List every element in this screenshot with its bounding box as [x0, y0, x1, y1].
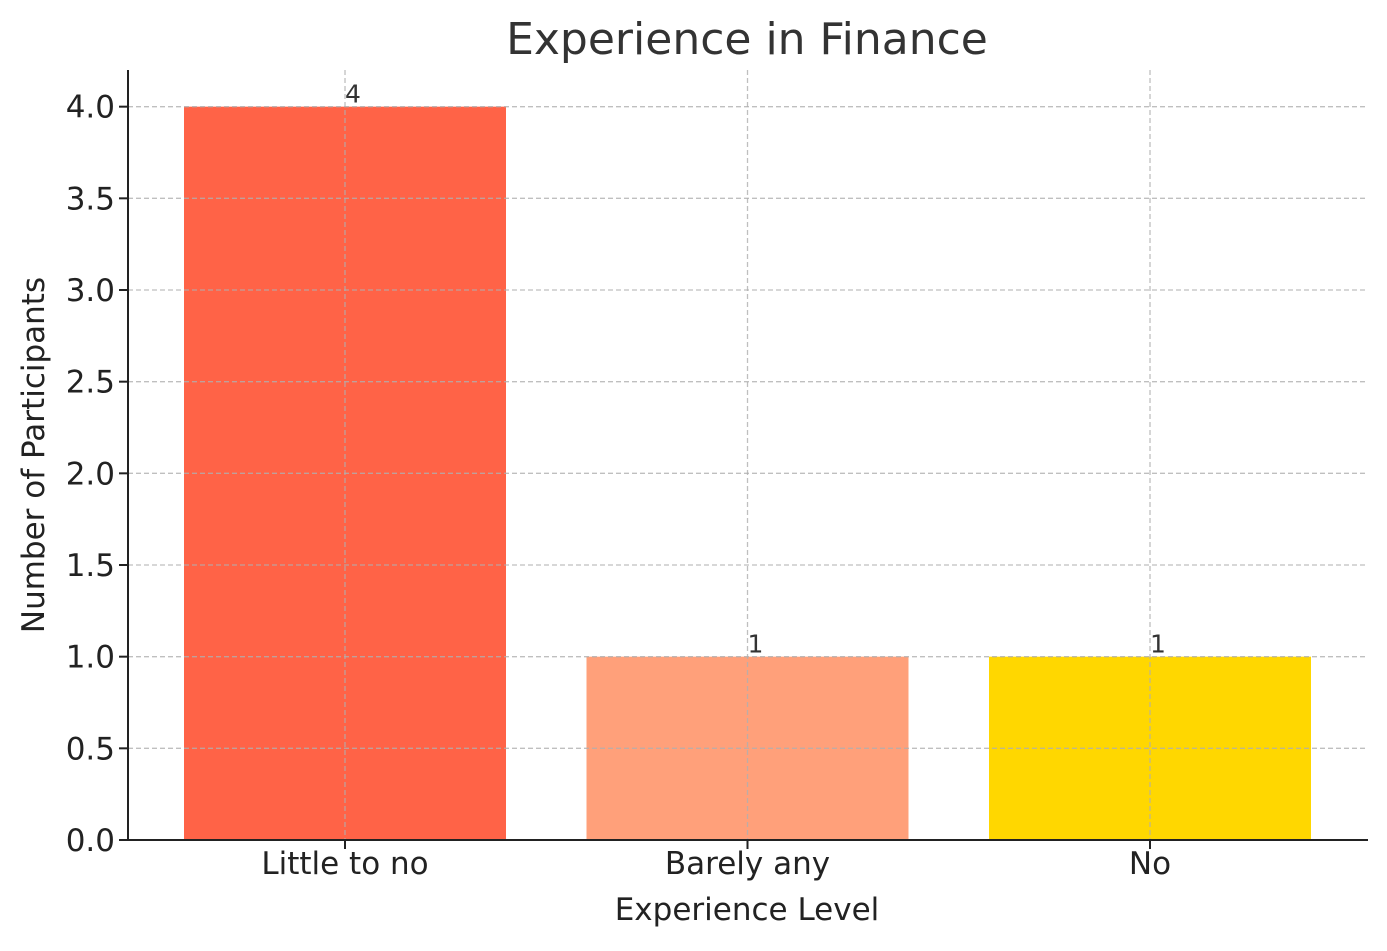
y-tick-label: 2.0 — [66, 456, 115, 492]
y-tick-label: 3.5 — [66, 181, 115, 217]
bar-value-label: 4 — [345, 80, 361, 109]
y-ticks: 0.0 0.5 1.0 1.5 2.0 2.5 3.0 3.5 4.0 — [66, 90, 128, 859]
grid — [128, 70, 1368, 841]
y-tick-label: 1.0 — [66, 640, 115, 676]
y-axis-label: Number of Participants — [16, 277, 52, 633]
y-tick-label: 0.5 — [66, 731, 115, 767]
x-tick-label: Little to no — [261, 846, 428, 882]
y-tick-label: 1.5 — [66, 548, 115, 584]
x-tick-label: No — [1129, 846, 1171, 882]
y-tick-label: 2.5 — [66, 365, 115, 401]
y-tick-label: 3.0 — [66, 273, 115, 309]
bar-value-label: 1 — [748, 630, 764, 659]
chart-title: Experience in Finance — [506, 14, 988, 65]
bar-value-label: 1 — [1150, 630, 1166, 659]
bar — [989, 656, 1311, 840]
x-tick-label: Barely any — [665, 846, 830, 882]
x-axis-label: Experience Level — [615, 892, 880, 928]
x-ticks: Little to no Barely any No — [261, 840, 1171, 882]
y-tick-label: 4.0 — [66, 90, 115, 126]
data-labels: 4 1 1 — [345, 80, 1166, 659]
y-tick-label: 0.0 — [66, 823, 115, 859]
